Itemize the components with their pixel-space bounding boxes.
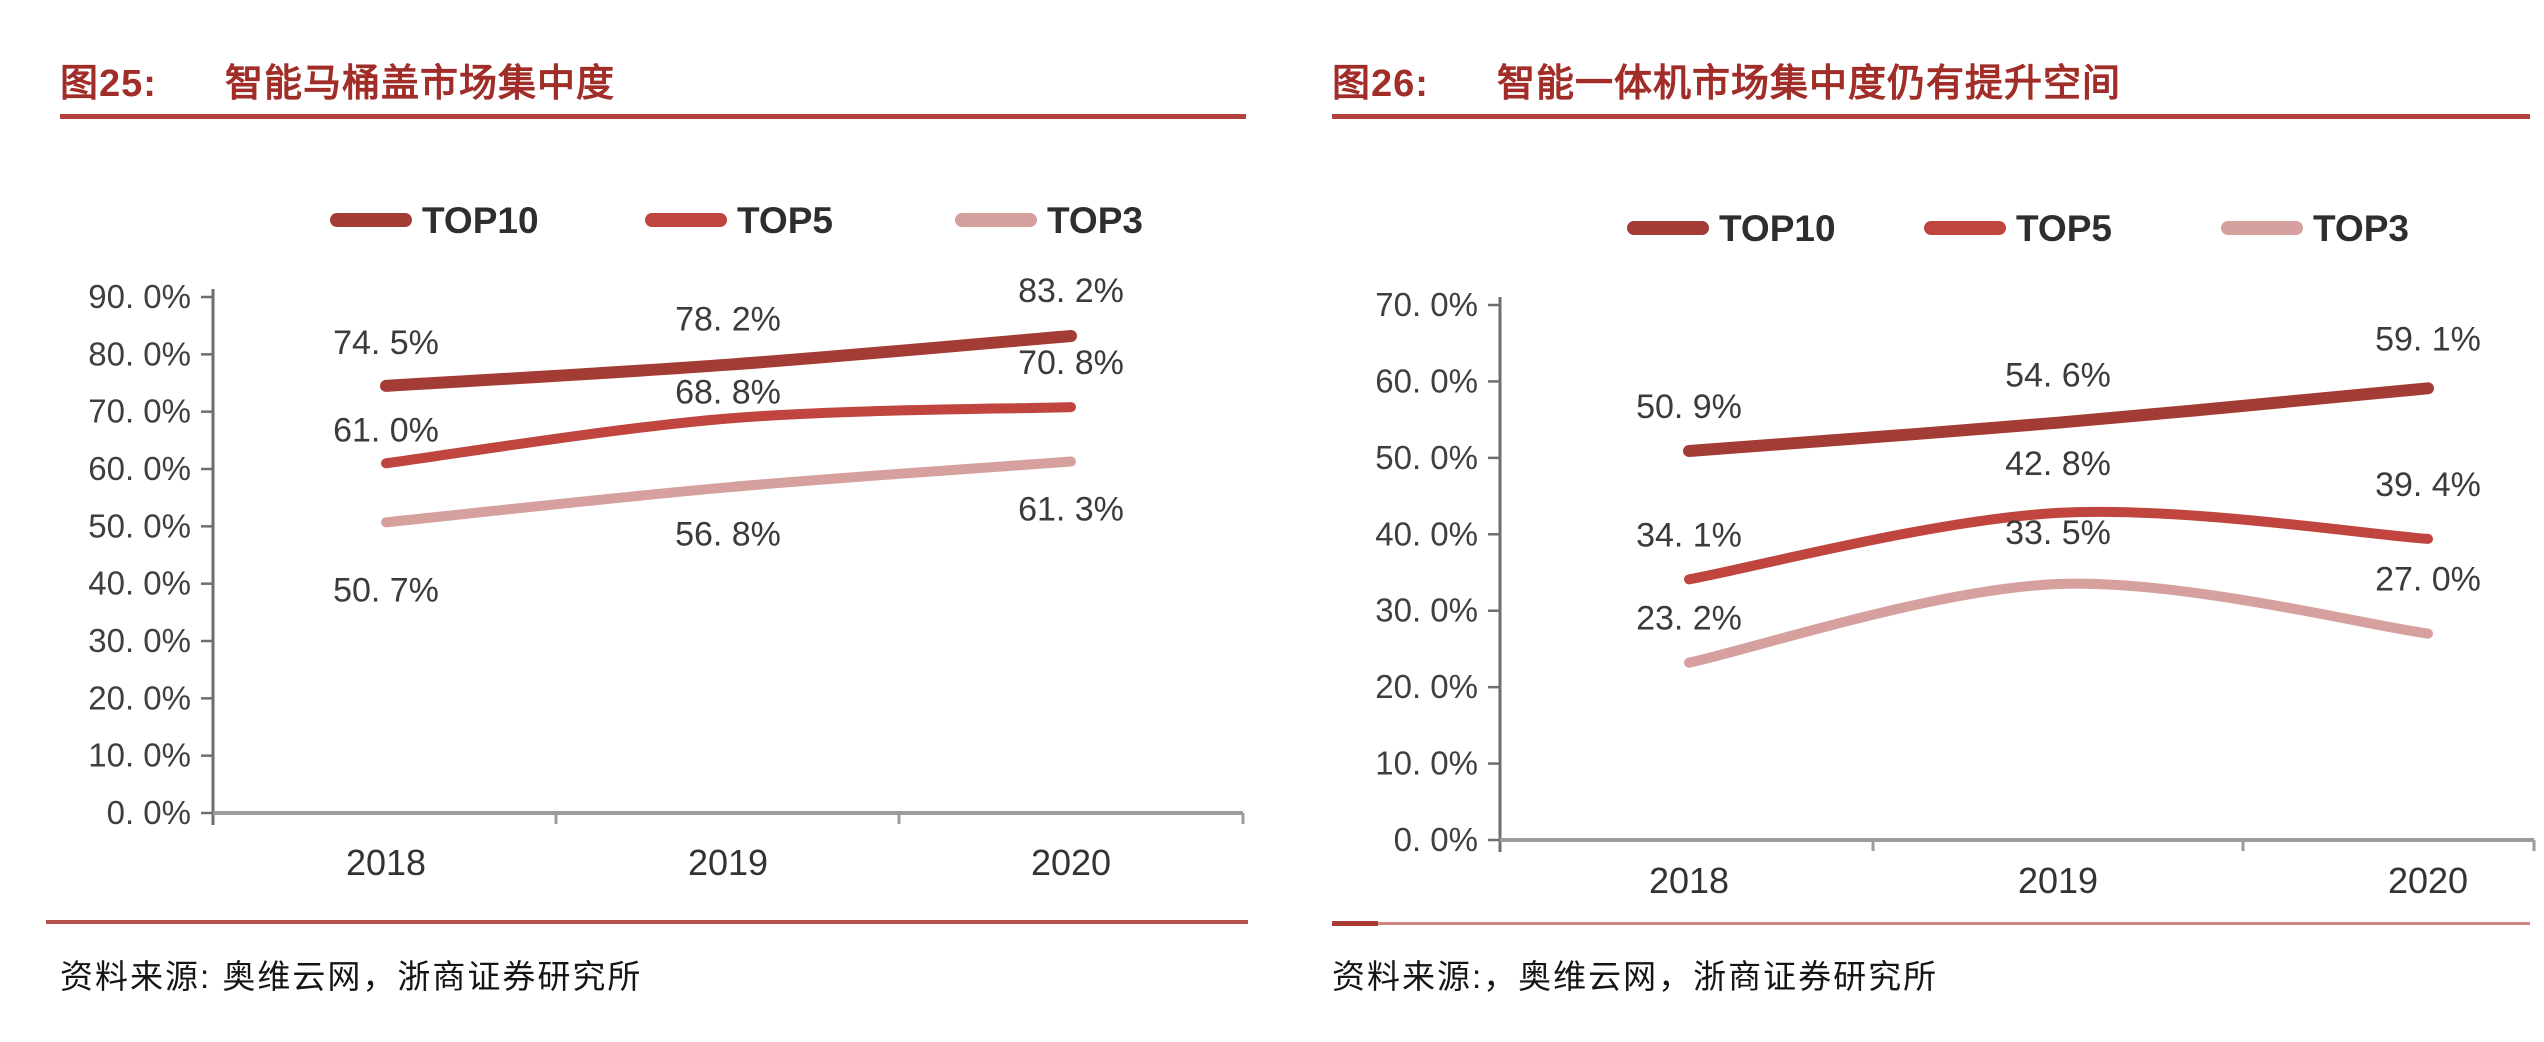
x-tick-label: 2018 bbox=[1649, 860, 1729, 901]
legend-label: TOP3 bbox=[1047, 200, 1143, 241]
series-top10: 50. 9% 54. 6% 59. 1% bbox=[1636, 320, 2481, 457]
data-label-top5-2020: 39. 4% bbox=[2375, 466, 2481, 504]
data-label-top10-2018: 74. 5% bbox=[333, 324, 439, 362]
source-text: 资料来源: 奥维云网，浙商证券研究所 bbox=[60, 958, 643, 995]
legend-swatch-top5 bbox=[1924, 221, 2006, 235]
data-label-top5-2019: 42. 8% bbox=[2005, 445, 2111, 483]
figure-25-title: 图25: 智能马桶盖市场集中度 bbox=[60, 52, 615, 107]
y-tick-label: 30. 0% bbox=[88, 622, 191, 659]
legend: TOP10 TOP5 TOP3 bbox=[330, 200, 1143, 241]
y-tick-label: 10. 0% bbox=[1375, 745, 1478, 782]
series-top10: 74. 5% 78. 2% 83. 2% bbox=[333, 272, 1124, 392]
legend-swatch-top10 bbox=[1627, 221, 1709, 235]
data-label-top3-2020: 61. 3% bbox=[1018, 491, 1124, 529]
axes: 90. 0% 80. 0% 70. 0% 60. 0% 50. 0% 40. 0% 30. … bbox=[88, 278, 1245, 883]
source-text: 资料来源:，奥维云网，浙商证券研究所 bbox=[1332, 958, 1939, 995]
data-label-top5-2018: 34. 1% bbox=[1636, 516, 1742, 554]
figure-26-label: 图26: bbox=[1332, 63, 1429, 105]
figure-26-title: 图26: 智能一体机市场集中度仍有提升空间 bbox=[1332, 52, 2121, 107]
data-label-top10-2019: 54. 6% bbox=[2005, 357, 2111, 395]
footer-rule bbox=[1332, 921, 2530, 926]
footer-rule-accent bbox=[1332, 921, 1378, 926]
y-tick-label: 50. 0% bbox=[88, 507, 191, 544]
y-tick-label: 90. 0% bbox=[88, 278, 191, 315]
footer-rule bbox=[46, 920, 1248, 924]
x-tick-label: 2020 bbox=[1031, 842, 1111, 883]
data-label-top10-2020: 83. 2% bbox=[1018, 272, 1124, 310]
data-label-top3-2018: 50. 7% bbox=[333, 571, 439, 609]
legend-item-top5: TOP5 bbox=[1924, 208, 2112, 249]
market-concentration-line-chart-toilet-lid: TOP10 TOP5 TOP3 90. 0% 80. 0% 70. 0% 60. 0% 50.… bbox=[88, 200, 1245, 883]
y-tick-label: 10. 0% bbox=[88, 737, 191, 774]
series-top3: 50. 7% 56. 8% 61. 3% bbox=[333, 456, 1124, 609]
x-tick-label: 2020 bbox=[2388, 860, 2468, 901]
series-top5: 34. 1% 42. 8% 39. 4% bbox=[1636, 445, 2481, 585]
data-label-top5-2018: 61. 0% bbox=[333, 411, 439, 449]
legend-item-top3: TOP3 bbox=[955, 200, 1143, 241]
y-tick-label: 60. 0% bbox=[1375, 362, 1478, 399]
title-rule bbox=[1332, 114, 2530, 119]
data-label-top3-2019: 33. 5% bbox=[2005, 514, 2111, 552]
y-tick-label: 50. 0% bbox=[1375, 439, 1478, 476]
legend-swatch-top3 bbox=[2221, 221, 2303, 235]
legend-label: TOP3 bbox=[2313, 208, 2409, 249]
data-label-top5-2019: 68. 8% bbox=[675, 374, 781, 412]
y-tick-label: 60. 0% bbox=[88, 450, 191, 487]
series-line-top3 bbox=[381, 456, 1076, 528]
y-tick-label: 30. 0% bbox=[1375, 592, 1478, 629]
y-tick-label: 0. 0% bbox=[107, 794, 191, 831]
legend-label: TOP5 bbox=[737, 200, 833, 241]
series-line-top3 bbox=[1684, 578, 2433, 668]
x-tick-label: 2019 bbox=[2018, 860, 2098, 901]
series-top3: 23. 2% 33. 5% 27. 0% bbox=[1636, 514, 2481, 668]
legend-item-top5: TOP5 bbox=[645, 200, 833, 241]
series-line-top5 bbox=[381, 402, 1076, 469]
legend-label: TOP5 bbox=[2016, 208, 2112, 249]
legend-label: TOP10 bbox=[1719, 208, 1836, 249]
y-tick-label: 80. 0% bbox=[88, 335, 191, 372]
y-tick-label: 70. 0% bbox=[88, 393, 191, 430]
series-line-top5 bbox=[1684, 506, 2433, 585]
y-tick-label: 40. 0% bbox=[88, 565, 191, 602]
figure-25-panel: 图25: 智能马桶盖市场集中度 TOP10 TOP5 TOP3 90. 0% 80. 0%… bbox=[46, 52, 1248, 995]
legend-item-top3: TOP3 bbox=[2221, 208, 2409, 249]
legend-item-top10: TOP10 bbox=[330, 200, 539, 241]
x-tick-label: 2018 bbox=[346, 842, 426, 883]
y-tick-label: 20. 0% bbox=[88, 679, 191, 716]
legend-swatch-top10 bbox=[330, 213, 412, 227]
legend-item-top10: TOP10 bbox=[1627, 208, 1836, 249]
title-rule bbox=[60, 114, 1246, 119]
data-label-top3-2020: 27. 0% bbox=[2375, 561, 2481, 599]
legend-swatch-top5 bbox=[645, 213, 727, 227]
data-label-top10-2019: 78. 2% bbox=[675, 301, 781, 339]
axes: 70. 0% 60. 0% 50. 0% 40. 0% 30. 0% 20. 0% 10. … bbox=[1375, 286, 2536, 901]
data-label-top10-2018: 50. 9% bbox=[1636, 388, 1742, 426]
figure-26-title-text: 智能一体机市场集中度仍有提升空间 bbox=[1496, 63, 2121, 105]
data-label-top10-2020: 59. 1% bbox=[2375, 320, 2481, 358]
data-label-top3-2018: 23. 2% bbox=[1636, 600, 1742, 638]
series-line-top10 bbox=[380, 330, 1077, 392]
figure-26-panel: 图26: 智能一体机市场集中度仍有提升空间 TOP10 TOP5 TOP3 70. 0%… bbox=[1272, 0, 2544, 1042]
data-label-top5-2020: 70. 8% bbox=[1018, 344, 1124, 382]
legend-swatch-top3 bbox=[955, 213, 1037, 227]
y-tick-label: 20. 0% bbox=[1375, 668, 1478, 705]
figure-25-label: 图25: bbox=[60, 63, 157, 105]
series-top5: 61. 0% 68. 8% 70. 8% bbox=[333, 344, 1124, 469]
series-line-top10 bbox=[1683, 382, 2434, 457]
y-tick-label: 0. 0% bbox=[1394, 821, 1478, 858]
market-concentration-line-chart-all-in-one: TOP10 TOP5 TOP3 70. 0% 60. 0% 50. 0% 40. 0% 30.… bbox=[1375, 208, 2536, 901]
y-tick-label: 70. 0% bbox=[1375, 286, 1478, 323]
data-label-top3-2019: 56. 8% bbox=[675, 515, 781, 553]
legend: TOP10 TOP5 TOP3 bbox=[1627, 208, 2409, 249]
legend-label: TOP10 bbox=[422, 200, 539, 241]
x-tick-label: 2019 bbox=[688, 842, 768, 883]
figure-25-title-text: 智能马桶盖市场集中度 bbox=[224, 63, 615, 105]
y-tick-label: 40. 0% bbox=[1375, 515, 1478, 552]
